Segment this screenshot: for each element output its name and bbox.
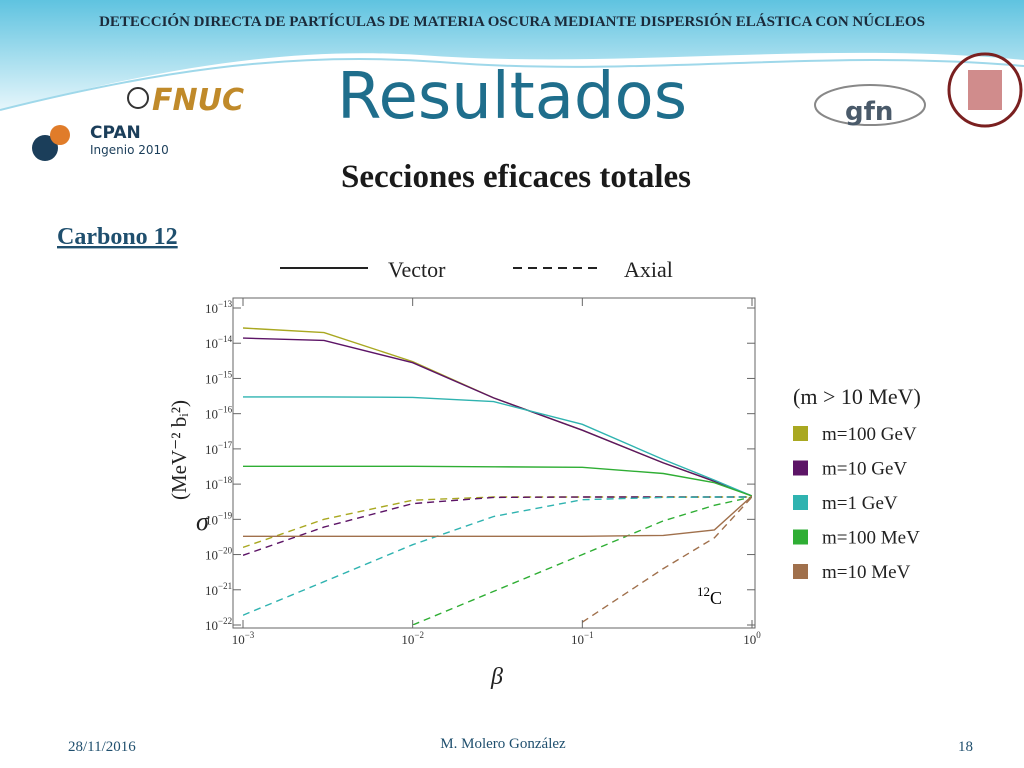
tick-label-exponent: −19	[218, 510, 233, 520]
vector-line	[243, 337, 752, 497]
legend-swatch	[793, 426, 808, 441]
tick-label-exponent: −3	[245, 630, 255, 640]
tick-label-base: 10	[205, 371, 218, 386]
logo-cpan: CPAN	[90, 123, 141, 143]
legend-label: m=10 GeV	[822, 459, 907, 480]
tick-label-exponent: −21	[218, 581, 232, 591]
axial-line	[412, 496, 752, 625]
tick-label: 10−2	[401, 630, 424, 647]
y-axis-unit: (MeV⁻² bᵢ²)	[167, 400, 191, 500]
tick-label: 10−16	[205, 405, 233, 422]
tick-label-exponent: −20	[218, 546, 233, 556]
tick-label-base: 10	[205, 336, 218, 351]
vector-line	[243, 465, 752, 497]
legend-swatch	[793, 495, 808, 510]
axial-line	[243, 496, 752, 616]
plot-frame	[232, 297, 756, 629]
tick-label-base: 10	[205, 548, 218, 563]
tick-label: 100	[743, 630, 761, 647]
tick-label-exponent: −17	[218, 440, 233, 450]
vector-line	[243, 495, 752, 537]
logo-fnuc: FNUC	[152, 83, 244, 118]
logo-icon	[32, 135, 58, 161]
annotation: 12C	[697, 584, 722, 608]
style-legend-label: Axial	[624, 257, 673, 282]
tick-label-base: 10	[743, 632, 756, 647]
legend-swatch	[793, 529, 808, 545]
tick-label-base: 10	[205, 442, 218, 457]
tick-label-exponent: −15	[218, 369, 233, 379]
logo-ingenio: Ingenio 2010	[90, 143, 169, 157]
tick-label: 10−14	[205, 334, 233, 351]
footer-page: 18	[958, 739, 973, 755]
subtitle: Secciones eficaces totales	[341, 159, 691, 195]
legend-swatch	[793, 460, 808, 476]
tick-label-base: 10	[232, 632, 245, 647]
tick-label: 10−21	[205, 581, 232, 598]
tick-label: 10−18	[205, 475, 233, 492]
legend-title: (m > 10 MeV)	[793, 384, 921, 409]
tick-label-base: 10	[205, 477, 218, 492]
logo-ucm-shield	[968, 70, 1002, 110]
curves	[243, 327, 752, 625]
y-axis-label: σ	[196, 507, 210, 536]
tick-label-exponent: 0	[756, 630, 761, 640]
x-axis-label: β	[490, 664, 503, 690]
tick-label-base: 10	[205, 512, 218, 527]
section: Carbono 12	[57, 224, 178, 250]
title: Resultados	[337, 60, 687, 134]
logo-gfn: gfn	[845, 97, 893, 127]
tick-label-base: 10	[401, 632, 414, 647]
tick-label-base: 10	[571, 632, 584, 647]
logo-icon	[127, 87, 149, 109]
tick-label-exponent: −18	[218, 475, 233, 485]
tick-label-exponent: −13	[218, 299, 233, 309]
tick-label-base: 10	[205, 583, 218, 598]
legend-swatch	[793, 564, 808, 579]
header: DETECCIÓN DIRECTA DE PARTÍCULAS DE MATER…	[99, 13, 925, 30]
tick-label-exponent: −14	[218, 334, 233, 344]
logo-icon	[50, 125, 70, 145]
style-legend-label: Vector	[388, 257, 446, 282]
footer-date: 28/11/2016	[68, 739, 136, 755]
header-wave-line	[0, 57, 1024, 111]
legend-label: m=100 MeV	[822, 528, 920, 549]
axial-line	[581, 496, 752, 623]
tick-label: 10−3	[232, 630, 255, 647]
tick-label-exponent: −1	[584, 630, 594, 640]
tick-label: 10−15	[205, 369, 233, 386]
tick-label: 10−19	[205, 510, 233, 527]
tick-label-base: 10	[205, 407, 218, 422]
tick-label-base: 10	[205, 618, 218, 633]
legend-label: m=100 GeV	[822, 424, 917, 445]
annotation-mass: 12	[697, 584, 710, 599]
annotation-element: C	[710, 588, 722, 608]
legend-label: m=1 GeV	[822, 493, 898, 514]
vector-line	[243, 396, 752, 497]
tick-label: 10−22	[205, 616, 232, 633]
logo-ucm	[947, 52, 1023, 128]
tick-label: 10−20	[205, 546, 233, 563]
tick-label-exponent: −2	[414, 630, 424, 640]
tick-label-base: 10	[205, 301, 218, 316]
logo-icon	[814, 84, 926, 126]
legend-label: m=10 MeV	[822, 562, 911, 583]
tick-label: 10−1	[571, 630, 594, 647]
tick-label: 10−17	[205, 440, 233, 457]
footer-author: M. Molero González	[440, 736, 566, 752]
logos: FNUC CPAN Ingenio 2010 gfn	[32, 52, 1023, 161]
tick-label: 10−13	[205, 299, 233, 316]
tick-label-exponent: −16	[218, 405, 233, 415]
tick-label-exponent: −22	[218, 616, 232, 626]
header-wave	[0, 0, 1024, 110]
